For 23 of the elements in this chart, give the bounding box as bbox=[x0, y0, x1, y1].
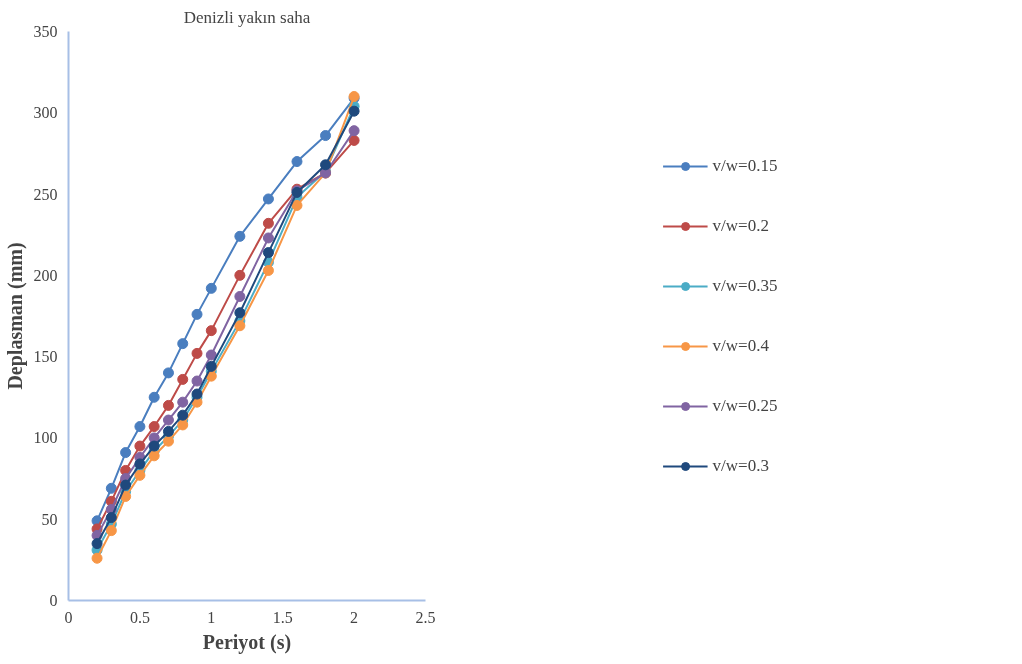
legend-label: v/w=0.35 bbox=[712, 275, 778, 296]
y-tick-label: 100 bbox=[33, 429, 58, 447]
legend-label: v/w=0.3 bbox=[712, 455, 769, 476]
y-tick-label: 50 bbox=[41, 510, 58, 528]
legend-label: v/w=0.25 bbox=[712, 395, 778, 416]
x-tick-label: 2.5 bbox=[415, 608, 436, 626]
x-tick-label: 1 bbox=[207, 608, 216, 626]
legend-label: v/w=0.15 bbox=[712, 155, 778, 176]
x-tick-label: 1.5 bbox=[272, 608, 293, 626]
y-tick-label: 300 bbox=[33, 104, 58, 122]
y-tick-label: 350 bbox=[33, 23, 58, 40]
y-axis-title: Deplasman (mm) bbox=[3, 242, 27, 390]
x-axis-title: Periyot (s) bbox=[202, 630, 292, 654]
x-tick-label: 2 bbox=[350, 608, 359, 626]
x-tick-label: 0 bbox=[64, 608, 73, 626]
y-tick-label: 250 bbox=[33, 185, 58, 203]
y-tick-label: 150 bbox=[33, 348, 58, 366]
legend-label: v/w=0.2 bbox=[712, 215, 769, 236]
y-tick-label: 0 bbox=[49, 592, 58, 609]
y-tick-label: 200 bbox=[33, 266, 58, 284]
legend-label: v/w=0.4 bbox=[712, 335, 769, 356]
chart-title: Denizli yakın saha bbox=[183, 7, 311, 27]
x-tick-label: 0.5 bbox=[129, 608, 150, 626]
